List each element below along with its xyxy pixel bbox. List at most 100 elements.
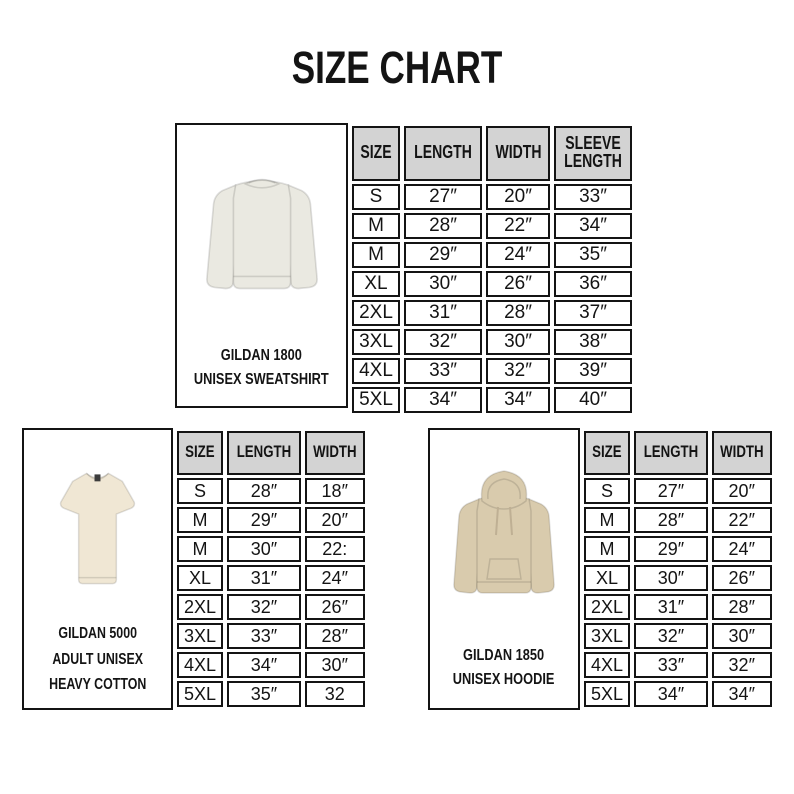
size-cell: 26″	[304, 594, 365, 620]
tshirt-graphic	[59, 472, 136, 585]
product-label: GILDAN 1850 UNISEX HOODIE	[453, 644, 555, 692]
product-label-line: HEAVY COTTON	[48, 676, 147, 694]
size-cell: 4XL	[177, 652, 223, 678]
column-header-text: WIDTH	[313, 442, 357, 461]
size-cell: 30″	[304, 652, 365, 678]
size-cell: 35″	[554, 242, 632, 268]
product-label-line: ADULT UNISEX	[52, 650, 143, 668]
size-cell: M	[177, 507, 223, 533]
product-module-gildan-5000: GILDAN 5000 ADULT UNISEX HEAVY COTTON SIZE…	[22, 428, 365, 710]
size-row: M 29″ 24″ 35″	[352, 242, 632, 268]
column-header: WIDTH	[304, 431, 365, 475]
size-cell: S	[584, 478, 630, 504]
size-table-gildan-5000: SIZE LENGTH WIDTH S 28″ 18″ M 29″ 20″ M 30″ 22: XL 31…	[173, 428, 369, 710]
sweatshirt-image	[177, 125, 346, 344]
size-cell: 26″	[486, 271, 550, 297]
size-cell: 31″	[227, 565, 301, 591]
size-cell: 20″	[304, 507, 365, 533]
size-row: 5XL 34″ 34″	[584, 681, 772, 707]
size-cell: 34″	[711, 681, 772, 707]
size-cell: 22″	[486, 213, 550, 239]
size-cell: 20″	[486, 184, 550, 210]
size-cell: 3XL	[177, 623, 223, 649]
size-cell: 18″	[304, 478, 365, 504]
size-cell: 31″	[404, 300, 482, 326]
size-cell: 29″	[634, 536, 708, 562]
product-label-line: GILDAN 5000	[58, 625, 137, 643]
size-table-gildan-1800: SIZE LENGTH WIDTH SLEEVE LENGTH S 27″ 20″ 33″ M 2…	[348, 123, 636, 416]
product-module-gildan-1850: GILDAN 1850 UNISEX HOODIE SIZE LENGTH WIDTH…	[428, 428, 772, 710]
size-cell: 22″	[711, 507, 772, 533]
size-cell: 24″	[486, 242, 550, 268]
size-cell: 32	[304, 681, 365, 707]
size-cell: 33″	[634, 652, 708, 678]
product-label-line: UNISEX SWEATSHIRT	[194, 371, 329, 388]
size-row: 2XL 31″ 28″	[584, 594, 772, 620]
size-cell: 30″	[711, 623, 772, 649]
size-cell: 30″	[404, 271, 482, 297]
column-header-text: WIDTH	[494, 142, 541, 162]
size-cell: 35″	[227, 681, 301, 707]
size-row: S 27″ 20″ 33″	[352, 184, 632, 210]
product-module-gildan-1800: GILDAN 1800 UNISEX SWEATSHIRT SIZE LENGTH W…	[175, 123, 632, 413]
size-cell: 32″	[404, 329, 482, 355]
column-header-text: SIZE	[185, 442, 215, 461]
size-cell: 30″	[634, 565, 708, 591]
page-title: SIZE CHART	[291, 42, 503, 93]
size-row: XL 30″ 26″ 36″	[352, 271, 632, 297]
column-header-text: SIZE	[360, 142, 392, 162]
size-row: 3XL 32″ 30″	[584, 623, 772, 649]
size-cell: 28″	[227, 478, 301, 504]
column-header: SIZE	[352, 126, 400, 181]
product-image-panel-sweatshirt: GILDAN 1800 UNISEX SWEATSHIRT	[175, 123, 348, 408]
size-cell: 29″	[404, 242, 482, 268]
size-cell: 28″	[486, 300, 550, 326]
product-label: GILDAN 1800 UNISEX SWEATSHIRT	[194, 344, 329, 392]
size-cell: 24″	[304, 565, 365, 591]
size-row: M 28″ 22″ 34″	[352, 213, 632, 239]
size-row: M 29″ 20″	[177, 507, 365, 533]
size-row: 5XL 35″ 32	[177, 681, 365, 707]
size-cell: XL	[584, 565, 630, 591]
size-row: 4XL 33″ 32″	[584, 652, 772, 678]
size-cell: 34″	[634, 681, 708, 707]
size-cell: 26″	[711, 565, 772, 591]
size-row: 4XL 33″ 32″ 39″	[352, 358, 632, 384]
hoodie-graphic	[453, 470, 555, 594]
size-cell: M	[177, 536, 223, 562]
size-cell: 34″	[227, 652, 301, 678]
size-cell: 30″	[227, 536, 301, 562]
size-cell: 2XL	[584, 594, 630, 620]
column-header-text: LENGTH	[414, 142, 472, 162]
size-cell: 32″	[486, 358, 550, 384]
size-cell: M	[584, 536, 630, 562]
size-row: M 28″ 22″	[584, 507, 772, 533]
size-cell: 34″	[486, 387, 550, 413]
size-cell: 33″	[554, 184, 632, 210]
size-cell: XL	[177, 565, 223, 591]
size-row: XL 30″ 26″	[584, 565, 772, 591]
size-row: S 28″ 18″	[177, 478, 365, 504]
size-cell: 38″	[554, 329, 632, 355]
header-row: SIZE LENGTH WIDTH	[584, 431, 772, 475]
header-row: SIZE LENGTH WIDTH SLEEVE LENGTH	[352, 126, 632, 181]
size-cell: 3XL	[352, 329, 400, 355]
size-cell: 27″	[404, 184, 482, 210]
column-header: WIDTH	[486, 126, 550, 181]
size-cell: 28″	[634, 507, 708, 533]
column-header-text: LENGTH	[236, 442, 292, 461]
size-cell: 5XL	[584, 681, 630, 707]
column-header-text: SIZE	[592, 442, 622, 461]
column-header: LENGTH	[634, 431, 708, 475]
size-cell: 2XL	[177, 594, 223, 620]
size-cell: 39″	[554, 358, 632, 384]
column-header: SIZE	[177, 431, 223, 475]
product-image-panel-hoodie: GILDAN 1850 UNISEX HOODIE	[428, 428, 580, 710]
size-cell: 37″	[554, 300, 632, 326]
size-cell: M	[352, 213, 400, 239]
product-label-line: GILDAN 1800	[220, 347, 303, 364]
size-cell: 28″	[304, 623, 365, 649]
size-cell: M	[584, 507, 630, 533]
size-cell: 36″	[554, 271, 632, 297]
